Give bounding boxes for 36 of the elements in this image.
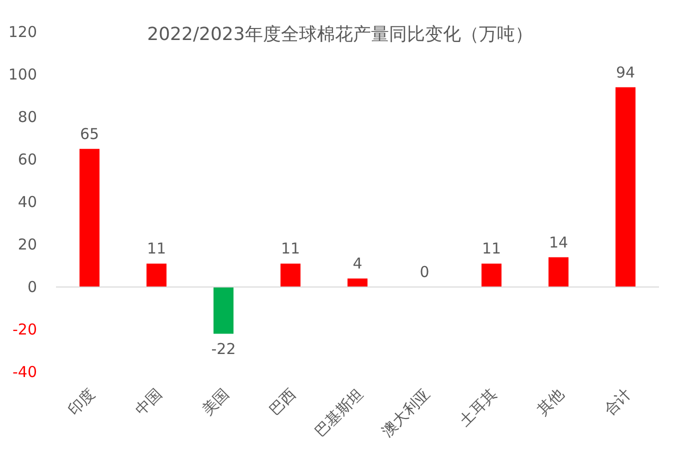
data-label: 14 — [548, 233, 568, 252]
data-label: 4 — [352, 254, 362, 272]
x-tick-label: 澳大利亚 — [378, 385, 434, 440]
y-tick-label: 0 — [27, 278, 37, 296]
bar — [80, 148, 100, 287]
chart-title: 2022/2023年度全球棉花产量同比变化（万吨） — [147, 24, 533, 45]
bar — [616, 87, 636, 287]
bar — [482, 264, 502, 287]
data-label: 0 — [420, 263, 430, 281]
x-tick-label: 美国 — [198, 385, 232, 420]
y-tick-label: 120 — [8, 23, 37, 41]
bar — [214, 287, 234, 334]
x-tick-label: 其他 — [533, 385, 568, 420]
y-tick-label: -40 — [12, 363, 37, 381]
y-tick-label: -20 — [12, 320, 37, 338]
data-label: 11 — [280, 240, 300, 258]
x-tick-label: 合计 — [600, 385, 634, 420]
data-label: 11 — [146, 240, 166, 258]
y-tick-label: 20 — [18, 236, 37, 254]
y-tick-label: 100 — [8, 66, 37, 84]
y-tick-label: 80 — [18, 108, 37, 126]
y-tick-label: 60 — [18, 150, 37, 168]
bar — [280, 264, 300, 287]
x-tick-label: 巴基斯坦 — [311, 385, 366, 440]
data-label: 94 — [616, 63, 636, 82]
x-tick-label: 巴西 — [265, 385, 300, 420]
data-label: 65 — [80, 124, 100, 143]
bar — [548, 257, 568, 287]
x-tick-label: 土耳其 — [456, 385, 500, 430]
data-label: -22 — [211, 340, 236, 358]
bar — [146, 264, 166, 287]
data-label: 11 — [482, 240, 502, 258]
x-tick-label: 中国 — [131, 385, 166, 420]
y-tick-label: 40 — [18, 193, 37, 211]
bar — [348, 278, 368, 287]
x-tick-label: 印度 — [64, 385, 98, 420]
